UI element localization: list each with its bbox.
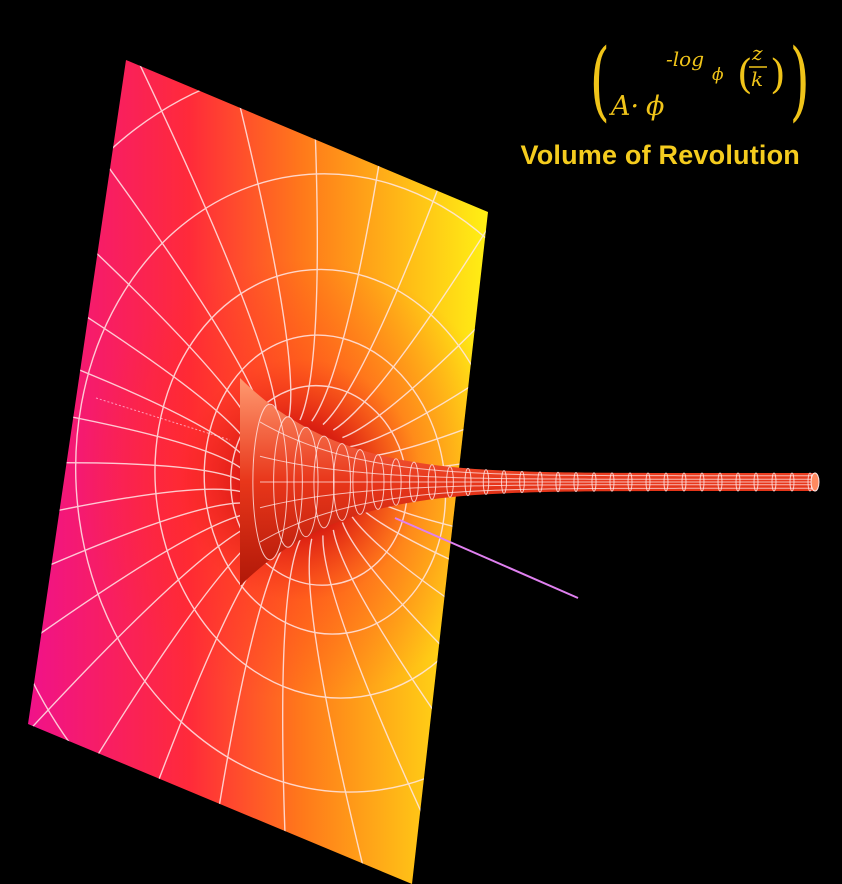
grid-spoke xyxy=(299,60,319,421)
revolution-tube xyxy=(240,378,820,586)
grid-spoke xyxy=(349,512,488,826)
tube-line xyxy=(259,484,815,509)
grid-spoke xyxy=(62,60,278,425)
grid-spoke xyxy=(349,134,488,448)
grid-spoke xyxy=(28,521,258,884)
figure-title: Volume of Revolution xyxy=(520,140,800,170)
formula-exponent-log: -log xyxy=(666,47,704,71)
grid-spoke xyxy=(178,60,292,422)
grid-spoke xyxy=(28,512,251,826)
grid-spoke xyxy=(332,529,488,884)
formula-log-base: ϕ xyxy=(712,65,724,85)
svg-text:): ) xyxy=(790,30,810,131)
grid-ring xyxy=(75,173,488,793)
grid-spoke xyxy=(28,488,242,602)
svg-text:(: ( xyxy=(590,30,610,131)
tube-end-cap xyxy=(810,472,820,492)
grid-spoke xyxy=(355,242,488,458)
grid-spoke xyxy=(311,60,422,422)
grid-spoke xyxy=(28,242,246,458)
grid-spoke xyxy=(354,502,488,718)
grid-spoke xyxy=(322,535,488,884)
axis-line xyxy=(394,517,579,599)
formula-base: A· xyxy=(608,91,639,122)
formula-numerator: z xyxy=(751,41,763,65)
tube-line xyxy=(259,421,815,477)
formula-denominator: k xyxy=(751,67,763,91)
axis-line-back xyxy=(95,397,231,441)
svg-text:): ) xyxy=(770,52,786,98)
svg-text:(: ( xyxy=(737,52,753,98)
grid-spoke xyxy=(28,134,251,448)
grid-spoke xyxy=(281,539,301,884)
tube-line xyxy=(259,487,815,543)
formula-phi: ϕ xyxy=(646,91,664,122)
grid-spoke xyxy=(28,502,245,718)
grid-ring xyxy=(154,268,488,699)
tube-line xyxy=(259,455,815,480)
grid-spoke xyxy=(322,60,488,426)
grid-spoke xyxy=(308,538,422,884)
formula: ( ) A· ϕ -log ϕ ( ) z k xyxy=(590,30,810,131)
grid-spoke xyxy=(178,538,289,884)
grid-spoke xyxy=(332,60,488,431)
